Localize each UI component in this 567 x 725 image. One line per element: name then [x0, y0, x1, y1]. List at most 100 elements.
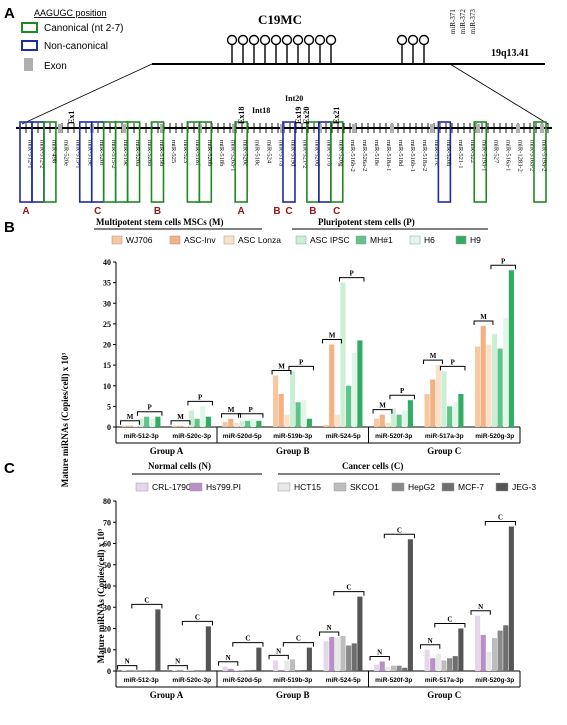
hairpin-loop — [303, 34, 315, 46]
hairpin-loop — [270, 34, 282, 46]
legend-label: ASC Lonza — [238, 235, 281, 245]
bar — [172, 425, 178, 427]
bar — [407, 400, 413, 427]
bracket — [167, 665, 188, 670]
mirna-label: miR-516b-1 — [409, 140, 416, 172]
group-label: Group C — [427, 446, 461, 456]
legend-canonical-swatch — [21, 22, 38, 33]
y-tick-label: 40 — [103, 258, 111, 267]
bracket — [218, 661, 239, 666]
bar — [200, 406, 206, 427]
y-tick-label: 10 — [103, 646, 111, 655]
bar — [424, 649, 430, 671]
mirna-label: miR-520c — [242, 140, 249, 166]
legend-label: HCT15 — [294, 482, 321, 492]
mirna-label: miR-518c — [254, 140, 261, 166]
bracket-letter: C — [346, 584, 351, 592]
bar — [301, 400, 307, 427]
legend-exon-swatch — [24, 58, 33, 71]
bracket-letter: C — [195, 613, 200, 621]
bar — [486, 651, 492, 671]
y-tick-label: 40 — [103, 582, 111, 591]
bar — [503, 625, 509, 671]
bracket — [181, 620, 213, 626]
legend-swatch — [277, 482, 291, 492]
panel-a: A AAGUGC position Canonical (nt 2-7) Non… — [4, 5, 552, 217]
mirna-label: miR-526a-1 — [230, 140, 237, 171]
hairpin-loop — [248, 34, 260, 46]
mirna-box — [533, 121, 547, 203]
mirna-label: miR-520e — [62, 140, 69, 166]
category-label: miR-520f-3p — [375, 677, 412, 684]
bar — [480, 325, 486, 427]
mirna-label: miR-521-1 — [457, 140, 464, 169]
category-label: miR-524-5p — [326, 433, 361, 440]
mirna-label: miR-516b-2 — [349, 140, 356, 172]
category-label: miR-517a-3p — [425, 677, 464, 684]
bracket — [389, 394, 415, 400]
exon-mark — [58, 124, 62, 133]
bracket — [288, 365, 314, 371]
cluster-hairpins — [226, 34, 337, 64]
legend-swatch — [495, 482, 509, 492]
mirna-label: miR-523 — [182, 140, 189, 163]
exon-mark — [122, 124, 126, 133]
mirna-label: miR-519a-1 — [481, 140, 488, 171]
mirna-label: miR-516a-2 — [529, 140, 536, 171]
category-label: miR-512-3p — [124, 433, 159, 440]
category-label: miR-520c-3p — [172, 433, 211, 440]
legend-label: ASC IPSC — [310, 235, 350, 245]
bar — [289, 659, 296, 671]
bar — [205, 626, 211, 671]
legend-exon-label: Exon — [44, 61, 67, 72]
bracket-letter: N — [377, 648, 382, 656]
bar — [301, 669, 307, 671]
bar — [480, 634, 486, 671]
bracket — [338, 277, 365, 282]
bracket-letter: N — [175, 658, 180, 666]
bar — [233, 669, 239, 671]
bracket-letter: P — [299, 358, 304, 366]
bracket — [369, 655, 390, 661]
group-letter: B — [154, 206, 161, 217]
bracket-letter: M — [278, 362, 285, 370]
mirna-label: miR-525 — [170, 140, 177, 163]
y-tick-label: 35 — [103, 279, 111, 288]
bar — [475, 346, 481, 427]
bar — [278, 669, 284, 671]
bar — [132, 426, 138, 427]
bracket — [271, 369, 292, 375]
bar — [503, 317, 509, 427]
category-label: miR-520d-5p — [223, 433, 262, 440]
mirna-label: miR-1283-2 — [517, 140, 524, 172]
bar — [351, 643, 357, 671]
bar — [323, 424, 329, 427]
mirna-box — [126, 121, 141, 203]
bar — [486, 344, 492, 427]
bracket-letter: P — [451, 358, 456, 366]
legend-swatch — [455, 235, 467, 245]
bracket-letter: M — [127, 413, 134, 421]
mirna-label: miR-527 — [493, 140, 500, 164]
bar — [508, 526, 514, 671]
mirna-label: miR-519e — [86, 140, 93, 166]
chart-c: 0 10 20 30 40 50 60 70 80 miR-512-3p N CmiR-520c-3p… — [103, 497, 521, 700]
legend-label: SKCO1 — [350, 482, 379, 492]
legend-label: CRL-1790 — [152, 482, 191, 492]
exon-label-21: Ex21 — [332, 107, 341, 124]
bar — [396, 414, 402, 427]
y-tick-label: 80 — [103, 497, 111, 506]
group-label: Group B — [276, 446, 310, 456]
bar — [334, 637, 340, 671]
mirna-label: miR-515-2 — [110, 140, 117, 169]
y-tick-label: 25 — [103, 320, 111, 329]
bracket-letter: P — [148, 404, 153, 412]
exon-mark — [280, 124, 284, 133]
bar — [138, 418, 144, 427]
bar — [458, 394, 464, 427]
bracket — [423, 359, 443, 365]
bar — [396, 665, 402, 671]
mirna-label: miR-517c — [433, 140, 440, 166]
group-letter: C — [94, 206, 101, 217]
